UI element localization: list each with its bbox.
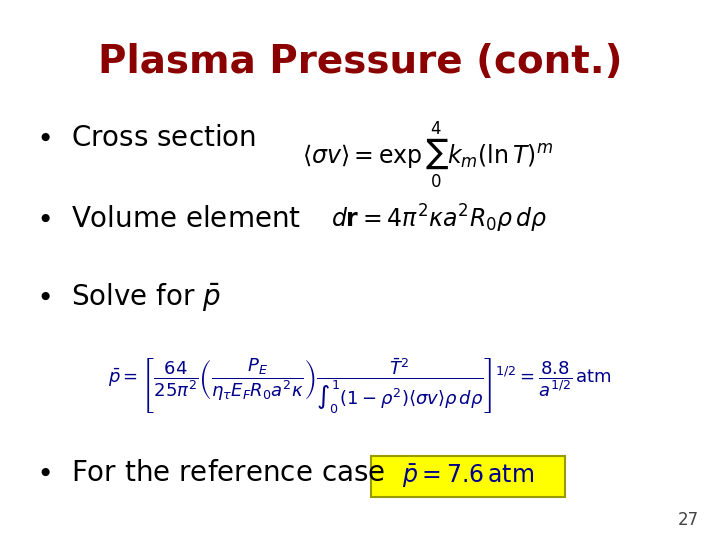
Text: 27: 27 [678, 511, 698, 529]
Text: $\bar{p} = 7.6\,\mathrm{atm}$: $\bar{p} = 7.6\,\mathrm{atm}$ [402, 463, 534, 490]
Text: Plasma Pressure (cont.): Plasma Pressure (cont.) [98, 43, 622, 81]
Text: $d\mathbf{r} = 4\pi^2\kappa a^2 R_0 \rho\, d\rho$: $d\mathbf{r} = 4\pi^2\kappa a^2 R_0 \rho… [331, 202, 547, 235]
Text: $\bar{p} = \left[\dfrac{64}{25\pi^2}\left(\dfrac{P_E}{\eta_\tau E_F R_0 a^2 \kap: $\bar{p} = \left[\dfrac{64}{25\pi^2}\lef… [108, 356, 612, 416]
Text: $\langle\sigma v\rangle = \exp\sum_{0}^{4} k_m(\ln T)^m$: $\langle\sigma v\rangle = \exp\sum_{0}^{… [302, 119, 554, 190]
Text: $\bullet$  For the reference case: $\bullet$ For the reference case [36, 459, 385, 487]
Text: $\bullet$  Cross section: $\bullet$ Cross section [36, 124, 256, 152]
Text: $\bullet$  Volume element: $\bullet$ Volume element [36, 205, 301, 233]
FancyBboxPatch shape [371, 456, 565, 497]
Text: $\bullet$  Solve for $\bar{p}$: $\bullet$ Solve for $\bar{p}$ [36, 281, 221, 313]
